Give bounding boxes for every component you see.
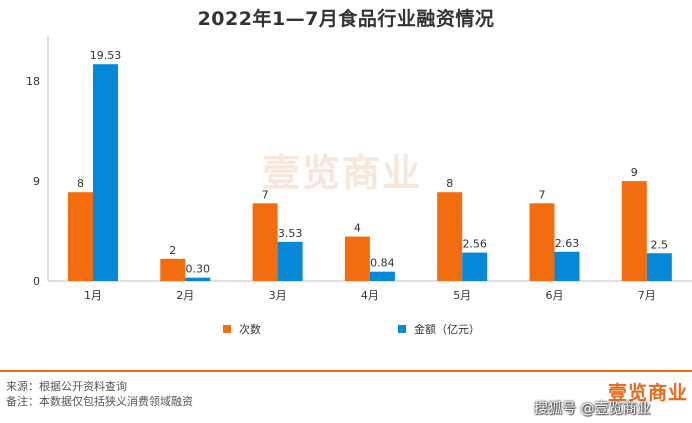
data-label-count-1: 8 <box>77 177 84 190</box>
legend-swatch-count <box>223 325 231 333</box>
data-label-count-4: 4 <box>354 222 361 235</box>
y-tick-label-1: 9 <box>33 175 40 188</box>
legend-label-amount: 金额（亿元） <box>414 323 480 336</box>
x-tick-label-2: 2月 <box>176 289 194 302</box>
bar-count-6 <box>529 203 555 281</box>
data-label-count-7: 9 <box>631 166 638 179</box>
brand-logo: 壹览商业 <box>608 382 689 404</box>
legend-label-count: 次数 <box>239 323 261 336</box>
bar-amount-5 <box>462 252 488 281</box>
bar-amount-7 <box>646 253 672 281</box>
bar-count-3 <box>252 203 278 281</box>
remark-note: 备注：本数据仅包括狭义消费领域融资 <box>6 395 193 408</box>
data-label-amount-4: 0.84 <box>370 257 395 270</box>
x-tick-label-1: 1月 <box>84 289 102 302</box>
bar-amount-2 <box>185 277 211 281</box>
y-tick-label-0: 0 <box>33 275 40 288</box>
platform-credit: 搜狐号 @壹览商业 <box>534 401 651 417</box>
bar-count-2 <box>160 258 186 281</box>
bar-count-4 <box>344 236 370 281</box>
data-label-amount-7: 2.5 <box>651 238 669 251</box>
data-label-count-6: 7 <box>539 188 546 201</box>
bar-amount-3 <box>277 241 303 281</box>
data-label-amount-3: 3.53 <box>278 227 303 240</box>
data-label-amount-5: 2.56 <box>462 238 487 251</box>
source-note: 来源：根据公开资料查询 <box>6 380 127 393</box>
x-tick-label-3: 3月 <box>269 289 287 302</box>
bar-amount-1 <box>93 64 118 281</box>
footer-divider <box>0 370 692 372</box>
bar-amount-6 <box>554 251 580 281</box>
data-label-amount-6: 2.63 <box>555 237 580 250</box>
x-tick-label-4: 4月 <box>361 289 379 302</box>
data-label-amount-1: 19.53 <box>90 49 122 62</box>
y-tick-label-2: 18 <box>26 75 40 88</box>
bar-chart: 0 9 18 8 19.53 1月 2 0.30 2月 7 3.53 3月 4 0.84 4月 8 2.56 5月… <box>26 36 692 302</box>
legend-swatch-amount <box>398 325 406 333</box>
x-tick-label-6: 6月 <box>546 289 564 302</box>
bar-amount-4 <box>369 271 395 281</box>
data-label-amount-2: 0.30 <box>186 263 211 276</box>
watermark-logo: 壹览商业 <box>262 151 423 195</box>
chart-title: 2022年1—7月食品行业融资情况 <box>197 8 495 30</box>
x-tick-label-7: 7月 <box>638 289 656 302</box>
data-label-count-2: 2 <box>169 244 176 257</box>
data-label-count-5: 8 <box>446 177 453 190</box>
bar-count-1 <box>68 192 93 281</box>
legend-item-amount: 金额（亿元） <box>398 321 480 337</box>
legend-item-count: 次数 <box>223 321 261 337</box>
bar-count-7 <box>621 181 647 281</box>
data-label-count-3: 7 <box>262 188 269 201</box>
bar-count-5 <box>437 192 463 281</box>
x-tick-label-5: 5月 <box>453 289 471 302</box>
